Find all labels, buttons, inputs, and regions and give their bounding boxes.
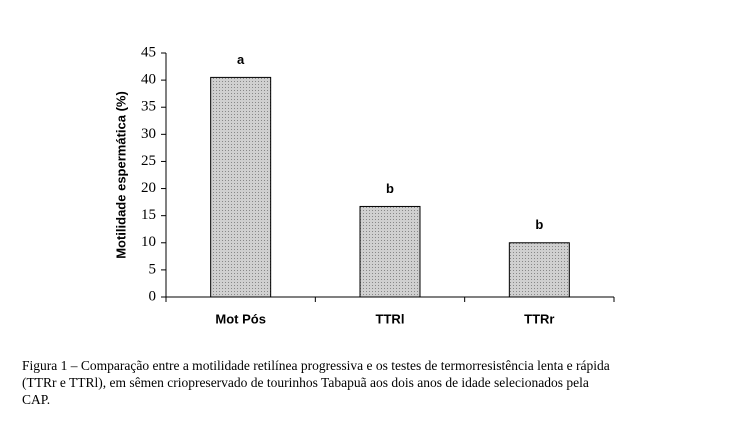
caption-line: Figura 1 – Comparação entre a motilidade… <box>22 358 610 373</box>
y-axis-label: Motilidade espermática (%) <box>113 91 128 259</box>
caption-line: CAP. <box>22 392 50 407</box>
bar <box>210 76 272 298</box>
annotation: b <box>535 217 543 232</box>
y-tick-label: 0 <box>149 288 157 304</box>
bar <box>508 242 570 298</box>
annotation: b <box>386 181 394 196</box>
y-tick-label: 45 <box>141 44 156 60</box>
y-tick-label: 35 <box>141 99 156 115</box>
y-tick-label: 20 <box>141 180 156 196</box>
y-tick-label: 30 <box>141 126 156 142</box>
caption-line: (TTRr e TTRl), em sêmen criopreservado d… <box>22 375 589 390</box>
bar <box>359 205 421 298</box>
x-tick-label: TTRr <box>524 311 554 326</box>
y-tick-label: 5 <box>149 261 157 277</box>
x-tick-label: Mot Pós <box>215 311 266 326</box>
y-tick-label: 15 <box>141 207 156 223</box>
y-tick-label: 40 <box>141 72 156 88</box>
x-tick-label: TTRl <box>376 311 405 326</box>
annotation: a <box>237 52 245 67</box>
y-tick-label: 25 <box>141 153 156 169</box>
y-tick-label: 10 <box>141 234 156 250</box>
